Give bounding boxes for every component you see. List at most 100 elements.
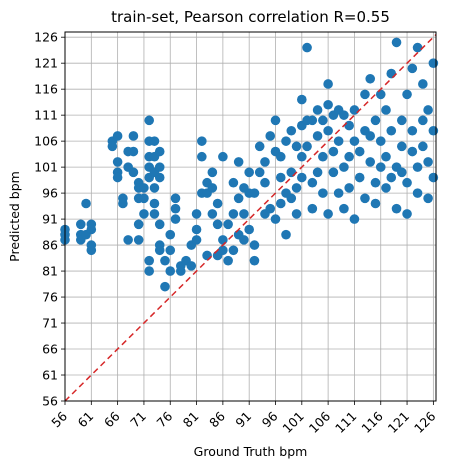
data-point: [212, 198, 223, 209]
data-point: [233, 157, 244, 167]
data-point: [144, 266, 154, 276]
data-point: [291, 183, 302, 193]
data-point: [349, 214, 360, 224]
data-point: [312, 131, 323, 141]
data-point: [307, 203, 318, 214]
data-point: [428, 58, 439, 68]
data-point: [175, 266, 186, 276]
data-point: [402, 209, 412, 219]
data-point: [154, 146, 165, 157]
data-point: [381, 105, 391, 115]
data-point: [139, 193, 149, 204]
data-point: [418, 79, 428, 89]
data-point: [270, 115, 281, 126]
x-tick-label: 61: [75, 409, 97, 431]
y-tick-label: 111: [34, 108, 58, 123]
data-point: [418, 115, 428, 126]
data-point: [423, 193, 433, 204]
plot-frame: [64, 31, 437, 402]
data-point: [370, 198, 381, 209]
x-tick-label: 91: [232, 409, 254, 431]
data-point: [386, 125, 397, 136]
data-point: [365, 73, 376, 84]
data-point: [370, 115, 381, 126]
data-point: [318, 188, 328, 198]
data-point: [281, 136, 291, 146]
data-point: [149, 183, 160, 193]
data-point: [154, 172, 165, 183]
data-point: [423, 105, 433, 115]
data-point: [312, 167, 323, 178]
data-point: [128, 167, 139, 178]
data-point: [386, 68, 397, 79]
data-point: [81, 198, 91, 209]
x-tick-label: 111: [332, 409, 359, 436]
data-point: [318, 115, 328, 126]
data-point: [323, 79, 333, 89]
data-point: [323, 209, 333, 219]
data-point: [286, 167, 297, 178]
y-tick-label: 86: [42, 238, 58, 253]
data-point: [333, 136, 344, 146]
data-point: [375, 136, 386, 146]
data-point: [207, 167, 218, 178]
data-point: [265, 203, 276, 214]
data-point: [228, 177, 239, 188]
x-tick-label: 86: [206, 408, 228, 430]
data-point: [207, 183, 218, 193]
data-point: [344, 120, 354, 131]
x-tick-label: 101: [279, 409, 306, 436]
y-tick-label: 91: [42, 212, 58, 227]
data-point: [318, 151, 328, 162]
data-point: [307, 177, 318, 188]
data-point: [360, 89, 370, 100]
data-point: [249, 240, 260, 250]
data-point: [149, 209, 160, 219]
data-point: [139, 209, 149, 219]
data-point: [407, 146, 418, 157]
data-point: [365, 131, 376, 141]
x-tick-label: 96: [259, 408, 281, 430]
y-tick-label: 66: [42, 342, 58, 357]
data-point: [249, 255, 260, 266]
data-point: [291, 209, 302, 219]
data-point: [112, 172, 123, 183]
data-point: [144, 255, 154, 266]
y-tick-label: 56: [42, 394, 58, 409]
data-point: [270, 214, 281, 224]
data-point: [254, 167, 265, 178]
data-point: [302, 141, 312, 152]
data-point: [75, 219, 86, 230]
data-point: [344, 183, 354, 193]
x-tick-label: 56: [48, 408, 70, 430]
data-point: [328, 146, 339, 157]
data-point: [160, 281, 170, 292]
y-tick-label: 101: [34, 160, 58, 175]
y-tick-label: 126: [34, 30, 58, 45]
x-tick-label: 116: [358, 408, 386, 436]
data-point: [133, 235, 144, 245]
data-point: [323, 125, 333, 136]
data-point: [344, 151, 354, 162]
x-tick-label: 71: [127, 409, 149, 431]
data-point: [307, 115, 318, 126]
data-point: [244, 224, 254, 235]
x-tick-label: 81: [180, 409, 202, 431]
data-point: [402, 89, 412, 100]
y-tick-label: 76: [42, 290, 58, 305]
data-point: [396, 167, 407, 178]
data-point: [165, 229, 176, 240]
data-point: [402, 177, 412, 188]
y-tick-label: 116: [34, 82, 58, 97]
data-point: [202, 250, 212, 261]
data-point: [275, 172, 286, 183]
data-point: [386, 172, 397, 183]
y-tick-label: 81: [42, 264, 58, 279]
data-point: [154, 162, 165, 172]
data-point: [423, 157, 433, 167]
data-point: [144, 115, 154, 126]
data-point: [191, 224, 202, 235]
x-tick-label: 66: [101, 408, 123, 430]
data-point: [407, 125, 418, 136]
